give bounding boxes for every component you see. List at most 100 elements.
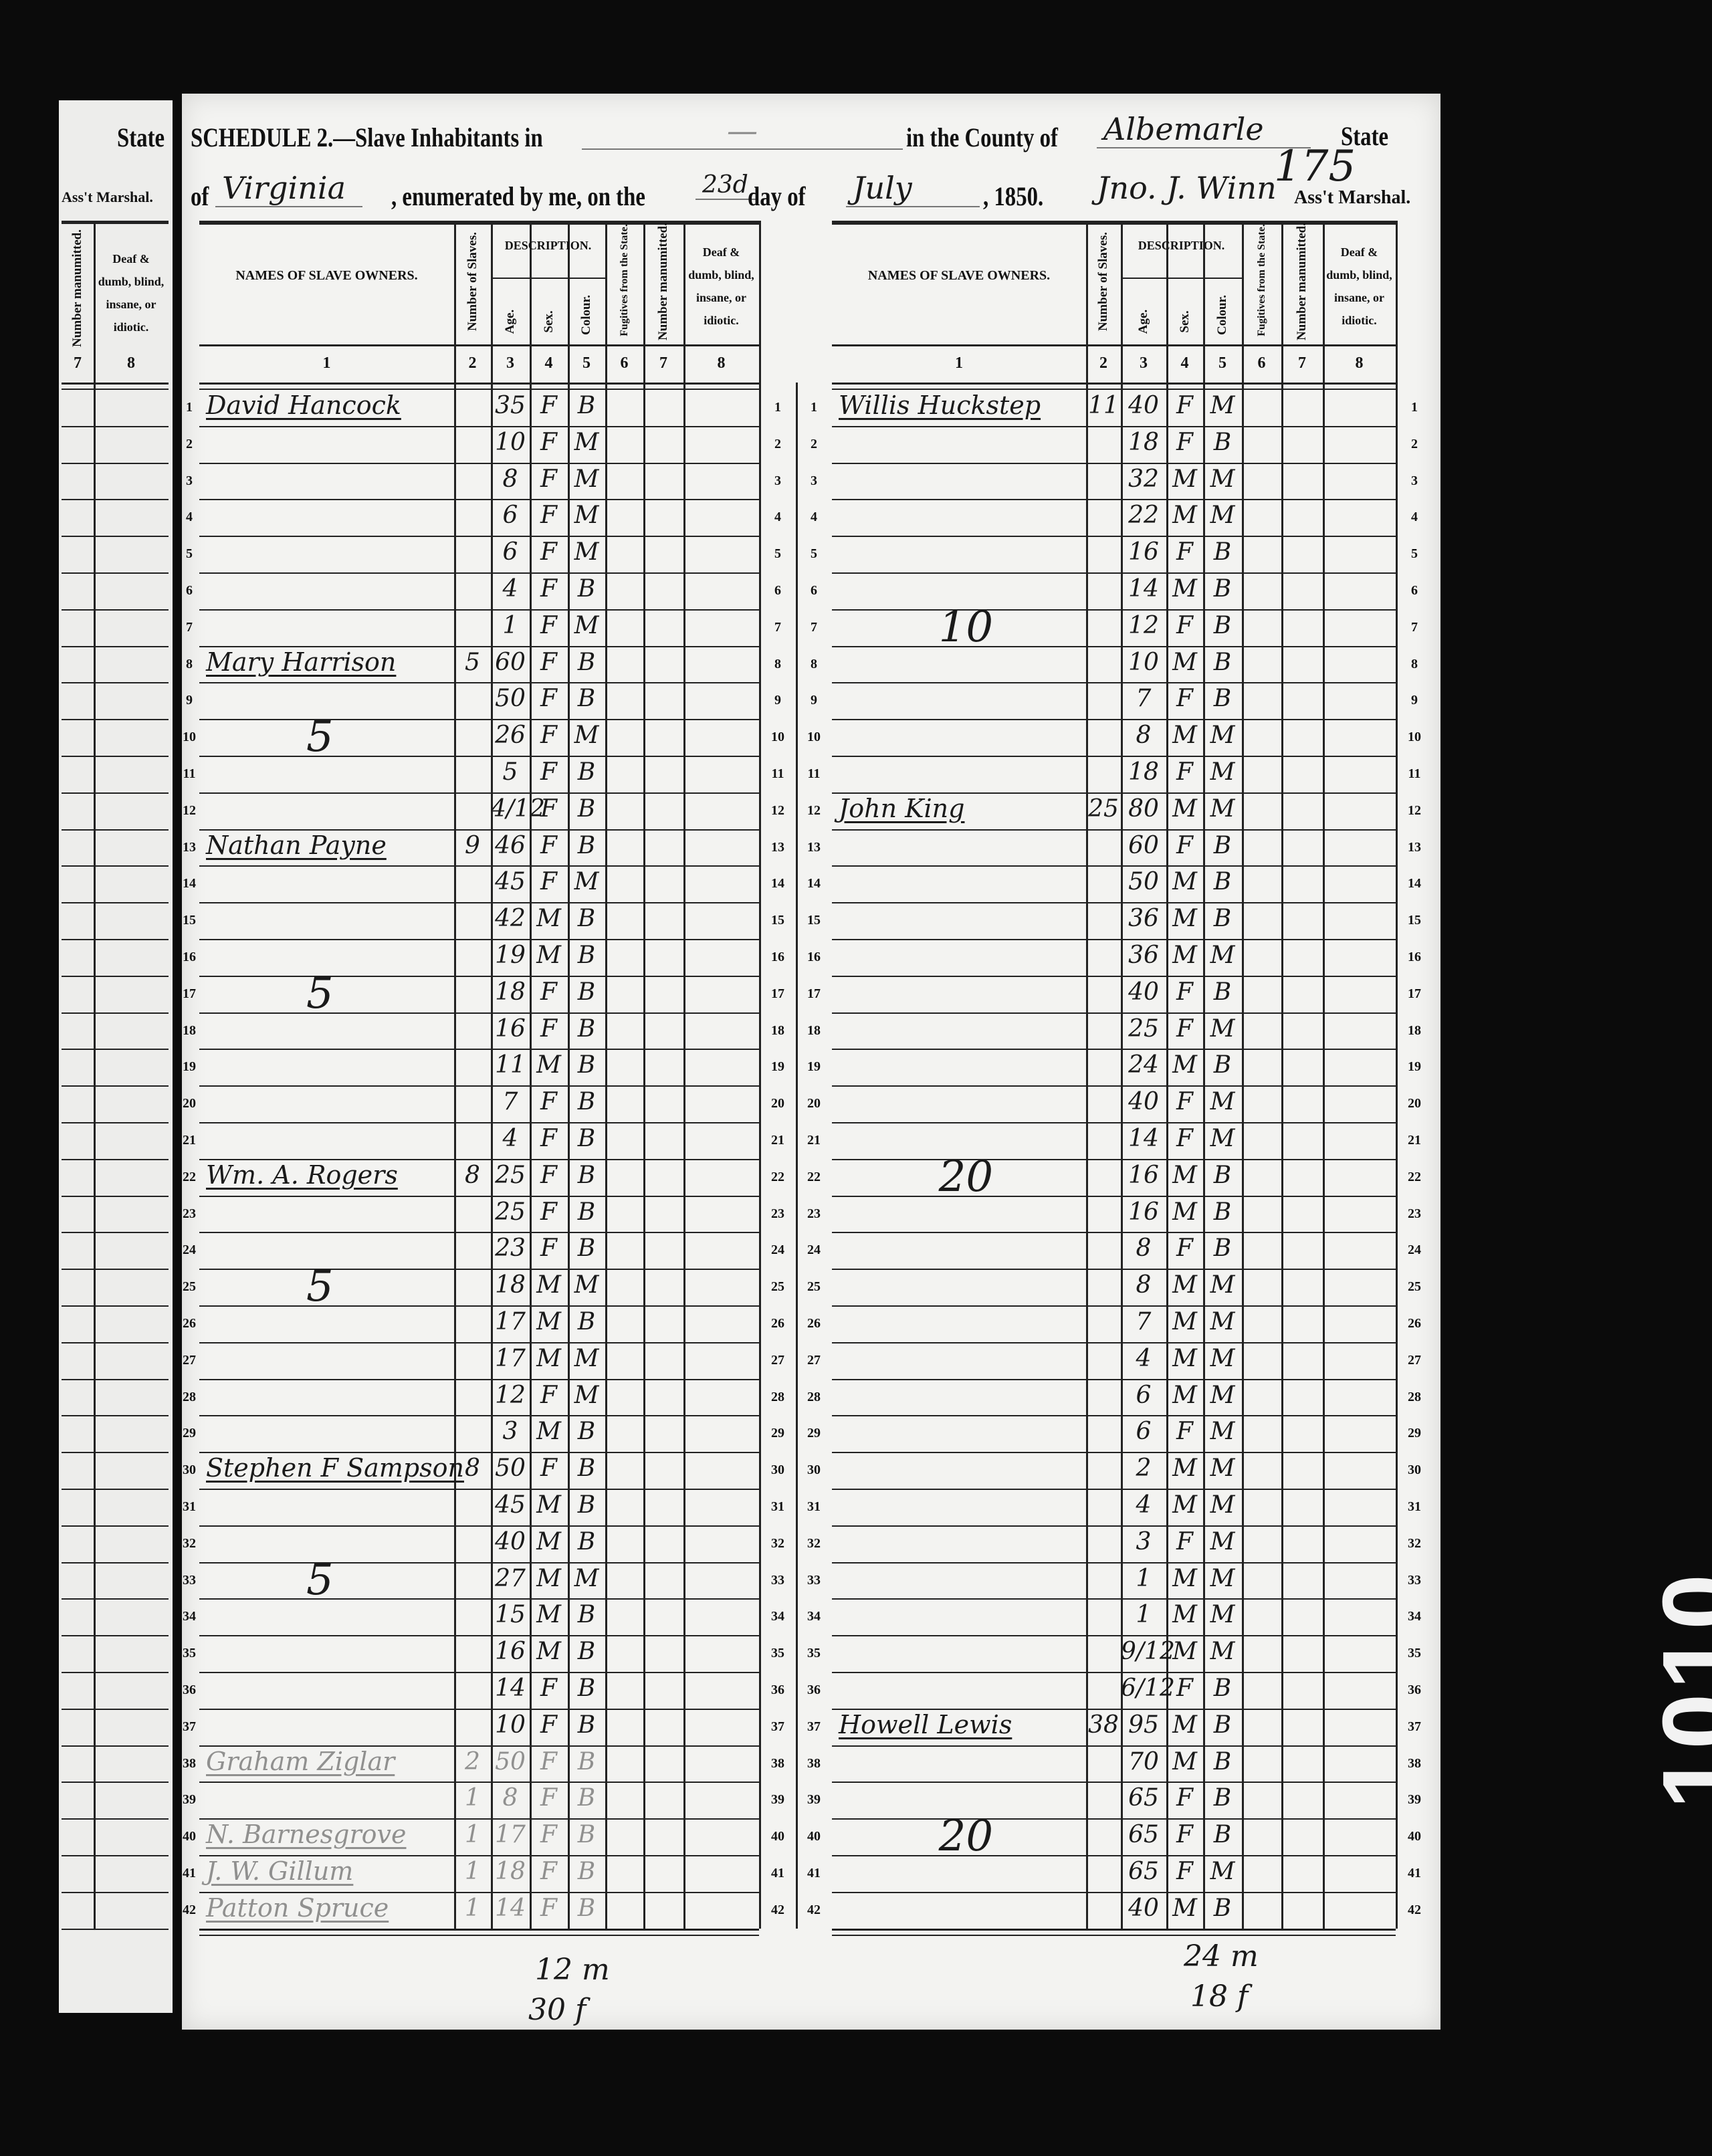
colour-cell: B: [1213, 1675, 1232, 1702]
colour-cell: B: [1213, 1747, 1232, 1775]
line-number: 32: [807, 1535, 821, 1551]
of-label: of: [191, 181, 209, 211]
rule-line: [62, 829, 169, 831]
rule-line: [832, 1085, 1396, 1087]
line-number: 31: [183, 1499, 196, 1514]
colour-cell: B: [1213, 1711, 1232, 1739]
line-number: 1: [811, 400, 817, 415]
sex-cell: F: [1176, 428, 1193, 456]
line-number: 27: [183, 1352, 196, 1368]
rule-line: [832, 829, 1396, 831]
line-number: 25: [771, 1279, 784, 1295]
age-cell: 15: [495, 1601, 526, 1629]
right-colour-header: Colour.: [1215, 295, 1229, 336]
sex-cell: M: [1172, 722, 1197, 750]
line-number: 16: [1408, 950, 1421, 964]
colour-cell: B: [577, 1014, 596, 1043]
left-col-number: 7: [659, 354, 667, 372]
age-cell: 42: [495, 905, 526, 933]
age-cell: 14: [495, 1894, 526, 1922]
age-cell: 40: [1128, 1894, 1159, 1922]
rule-line: [199, 1305, 759, 1307]
rule-line: [62, 645, 169, 647]
colour-cell: B: [1213, 1234, 1232, 1263]
column-divider: [94, 221, 96, 1929]
age-cell: 1: [1136, 1564, 1152, 1592]
rule-line: [832, 1782, 1396, 1784]
sex-cell: M: [1172, 1161, 1197, 1189]
age-cell: 7: [1136, 685, 1152, 713]
rule-line: [199, 1635, 759, 1637]
right-manumitted-header: Number manumitted.: [1295, 223, 1309, 340]
line-number: 41: [183, 1866, 196, 1880]
rule-line: [62, 1818, 169, 1820]
colour-cell: B: [1213, 685, 1232, 713]
colour-cell: M: [574, 1271, 599, 1299]
left-number-header: Number of Slaves.: [465, 232, 479, 331]
line-number: 34: [771, 1609, 784, 1624]
sex-cell: F: [540, 685, 557, 713]
line-number: 37: [807, 1719, 821, 1734]
rule-line: [832, 221, 1396, 225]
sex-cell: F: [1176, 685, 1193, 713]
line-number: 21: [183, 1133, 196, 1148]
colour-cell: B: [577, 978, 596, 1006]
line-number: 23: [807, 1206, 821, 1221]
rule-line: [199, 1489, 759, 1490]
marshal-label: Ass't Marshal.: [1294, 187, 1411, 208]
line-number: 38: [183, 1755, 196, 1771]
sex-cell: F: [540, 1161, 557, 1189]
sex-cell: F: [540, 978, 557, 1006]
colour-cell: B: [577, 1675, 596, 1702]
line-number: 36: [1408, 1683, 1421, 1697]
age-cell: 70: [1128, 1747, 1159, 1775]
line-number: 28: [1408, 1389, 1421, 1404]
line-number: 11: [1408, 766, 1421, 781]
line-number: 15: [807, 913, 821, 928]
line-number: 4: [774, 510, 781, 525]
sex-cell: F: [540, 392, 557, 419]
line-number: 34: [807, 1609, 821, 1624]
rule-line: [62, 1378, 169, 1380]
line-number: 17: [771, 986, 784, 1001]
rule-line: [199, 499, 759, 501]
sex-cell: F: [540, 1675, 557, 1702]
line-number: 39: [1408, 1792, 1421, 1808]
rule-line: [199, 1232, 759, 1234]
rule-line: [832, 1158, 1396, 1160]
sex-cell: M: [1172, 1454, 1197, 1483]
line-number: 18: [771, 1022, 784, 1038]
rule-line: [199, 609, 759, 611]
rule-line: [832, 719, 1396, 721]
line-number: 26: [1408, 1316, 1421, 1331]
line-number: 1: [774, 400, 781, 415]
age-cell: 4: [1136, 1344, 1152, 1372]
line-number: 24: [807, 1243, 821, 1258]
owner-name: Patton Spruce: [206, 1893, 389, 1923]
sex-cell: F: [540, 465, 557, 493]
line-number: 38: [771, 1755, 784, 1771]
sex-cell: F: [540, 502, 557, 530]
colour-cell: M: [574, 465, 599, 493]
right-number-header: Number of Slaves.: [1096, 232, 1110, 331]
rule-line: [62, 1049, 169, 1051]
owner-name: Graham Ziglar: [206, 1746, 395, 1776]
age-cell: 65: [1128, 1858, 1159, 1885]
age-cell: 4: [502, 575, 518, 603]
column-divider: [1281, 221, 1283, 1929]
tally-mark: 5: [306, 712, 334, 762]
sex-cell: M: [536, 1601, 561, 1629]
rule-line: [199, 865, 759, 867]
sex-cell: M: [1172, 465, 1197, 493]
rule-line: [199, 902, 759, 904]
age-cell: 4: [1136, 1491, 1152, 1519]
colour-cell: B: [1213, 978, 1232, 1006]
line-number: 34: [183, 1609, 196, 1624]
rule-line: [832, 1818, 1396, 1820]
line-number: 4: [1411, 510, 1418, 525]
left-col-number: 8: [717, 354, 726, 372]
age-cell: 16: [1128, 538, 1159, 566]
age-cell: 60: [1128, 831, 1159, 859]
sex-cell: F: [540, 1821, 557, 1849]
rule-line: [62, 902, 169, 904]
